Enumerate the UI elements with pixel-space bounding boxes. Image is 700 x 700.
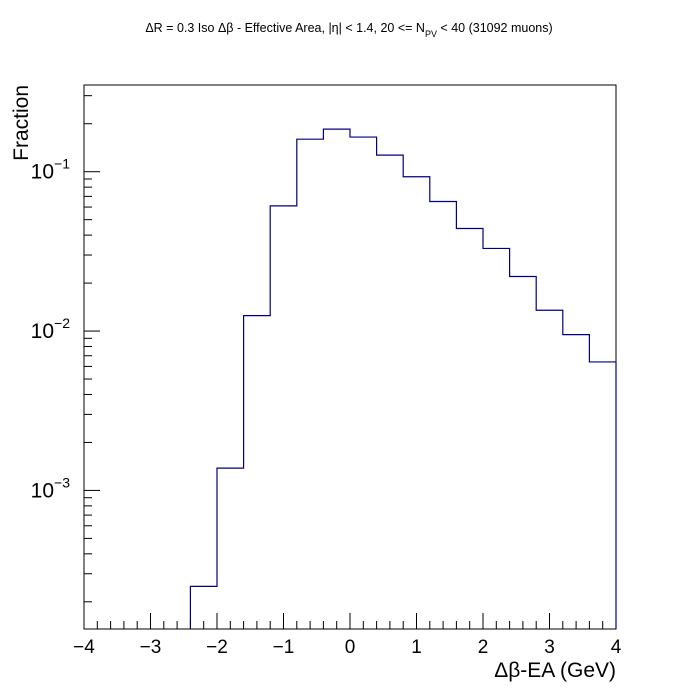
histogram-bin — [483, 248, 510, 629]
histogram-bin — [244, 316, 271, 629]
x-tick-label: 1 — [411, 637, 422, 658]
x-axis-tick-labels: −4 −3 −2 −1 0 1 2 3 4 — [73, 637, 622, 658]
chart-title: ΔR = 0.3 Iso Δβ - Effective Area, |η| < … — [145, 21, 552, 39]
y-tick-label: 10−1 — [31, 156, 71, 184]
x-tick-label: 3 — [544, 637, 555, 658]
x-axis-ticks — [83, 613, 617, 629]
y-axis-label: Fraction — [10, 85, 33, 161]
histogram-bin — [323, 129, 350, 629]
histogram-bin — [350, 137, 377, 629]
x-tick-label: 0 — [345, 637, 356, 658]
histogram-bin — [190, 586, 217, 629]
histogram-bin — [536, 310, 563, 629]
y-axis-ticks — [84, 95, 100, 603]
x-tick-label: −1 — [273, 637, 295, 658]
x-tick-label: 4 — [611, 637, 622, 658]
histogram-bin — [217, 468, 244, 629]
chart-title-tail: < 40 (31092 muons) — [437, 21, 553, 35]
histogram-bin — [297, 139, 324, 629]
x-tick-label: −3 — [140, 637, 162, 658]
y-tick-label: 10−2 — [31, 315, 71, 343]
chart-title-subscript: PV — [425, 29, 437, 39]
histogram-bin — [270, 206, 297, 629]
y-axis-tick-labels: 10−3 10−2 10−1 — [31, 156, 71, 503]
histogram-bin — [456, 229, 483, 629]
histogram-bin — [430, 202, 457, 629]
x-tick-label: 2 — [478, 637, 489, 658]
histogram-bin — [377, 155, 404, 629]
histogram-bin — [403, 177, 430, 629]
histogram-series-line — [189, 128, 617, 629]
x-tick-label: −4 — [73, 637, 95, 658]
histogram-bin — [589, 362, 616, 629]
x-tick-label: −2 — [206, 637, 228, 658]
histogram-bins — [190, 129, 616, 629]
chart-title-main: ΔR = 0.3 Iso Δβ - Effective Area, |η| < … — [145, 21, 425, 35]
y-tick-label: 10−3 — [31, 474, 71, 502]
histogram-bin — [563, 335, 590, 629]
histogram-bin — [510, 276, 537, 629]
x-axis-label: Δβ-EA (GeV) — [494, 659, 616, 682]
